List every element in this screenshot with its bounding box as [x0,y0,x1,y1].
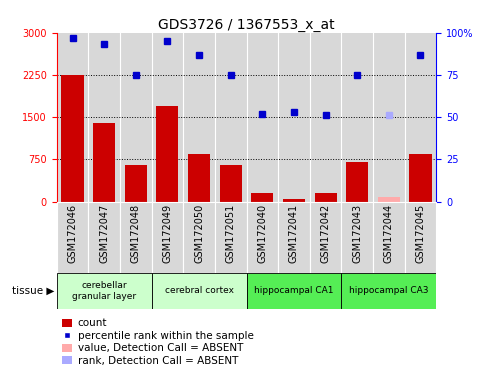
Bar [57,273,152,309]
Legend: count, percentile rank within the sample, value, Detection Call = ABSENT, rank, : count, percentile rank within the sample… [62,318,253,366]
Bar [283,199,305,202]
Bar [346,162,368,202]
Bar [120,202,152,273]
Text: GSM172043: GSM172043 [352,204,362,263]
Bar [88,202,120,273]
Text: GSM172044: GSM172044 [384,204,394,263]
Text: GSM172040: GSM172040 [257,204,267,263]
Text: GSM172046: GSM172046 [68,204,77,263]
Text: GSM172042: GSM172042 [320,204,331,263]
Bar [405,202,436,273]
Bar [341,273,436,309]
Text: GSM172048: GSM172048 [131,204,141,263]
Bar [188,154,210,202]
Text: GSM172041: GSM172041 [289,204,299,263]
Text: hippocampal CA1: hippocampal CA1 [254,286,334,295]
Bar [341,202,373,273]
Bar [215,202,246,273]
Title: GDS3726 / 1367553_x_at: GDS3726 / 1367553_x_at [158,18,335,31]
Bar [378,197,400,202]
Bar [62,75,84,202]
Text: tissue ▶: tissue ▶ [12,286,54,296]
Bar [183,202,215,273]
Bar [246,202,278,273]
Bar [156,106,178,202]
Text: GSM172051: GSM172051 [226,204,236,263]
Text: GSM172045: GSM172045 [416,204,425,263]
Bar [152,273,246,309]
Text: GSM172047: GSM172047 [99,204,109,263]
Text: GSM172050: GSM172050 [194,204,204,263]
Text: GSM172049: GSM172049 [162,204,173,263]
Bar [278,202,310,273]
Bar [152,202,183,273]
Bar [310,202,341,273]
Text: hippocampal CA3: hippocampal CA3 [349,286,428,295]
Bar [246,273,341,309]
Bar [251,193,274,202]
Bar [373,202,405,273]
Bar [93,123,115,202]
Bar [57,202,88,273]
Bar [219,165,242,202]
Bar [409,154,431,202]
Bar [125,165,147,202]
Text: cerebral cortex: cerebral cortex [165,286,234,295]
Text: cerebellar
granular layer: cerebellar granular layer [72,281,136,301]
Bar [315,193,337,202]
